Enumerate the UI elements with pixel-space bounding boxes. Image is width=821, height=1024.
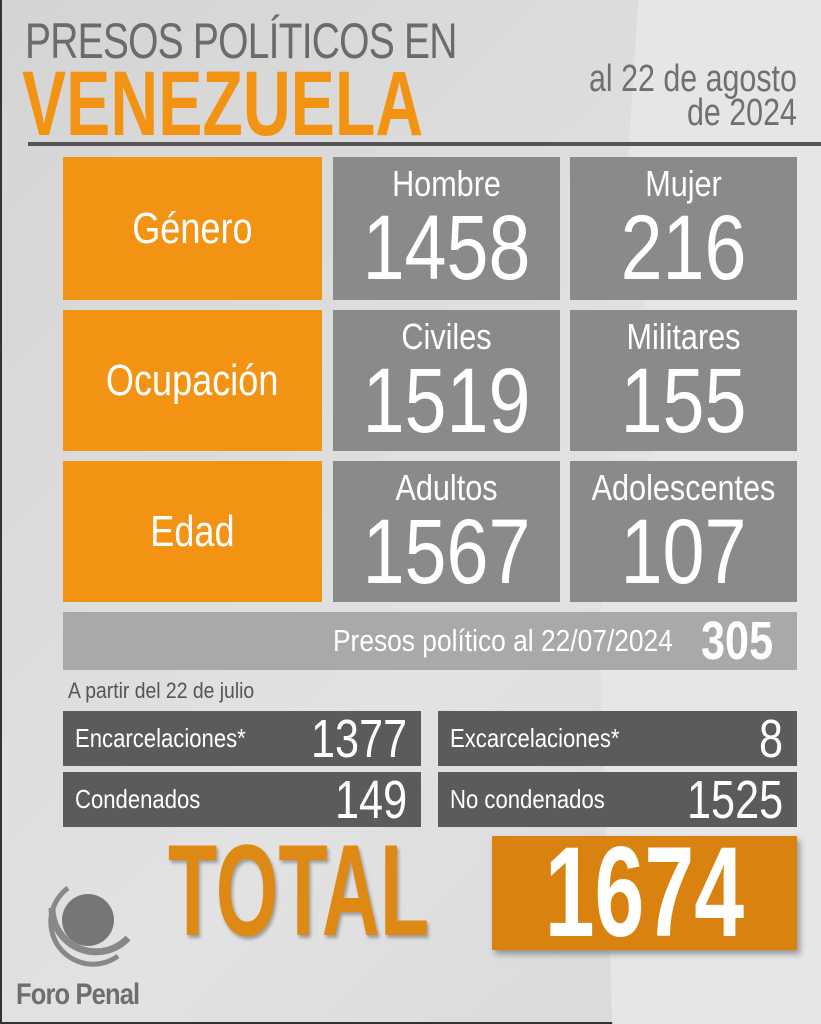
total-value: 1674 — [492, 829, 797, 957]
title-line2: VENEZUELA — [22, 53, 424, 155]
date: al 22 de agosto de 2024 — [589, 58, 797, 134]
total-label: TOTAL — [168, 817, 430, 963]
previous-count-bar: Presos político al 22/07/2024 305 — [63, 611, 797, 671]
stat-no-condenados: No condenados 1525 — [438, 770, 797, 830]
category-genero: Género — [63, 157, 322, 300]
title-line1: PRESOS POLÍTICOS EN — [25, 13, 457, 69]
brand-name: Foro Penal — [16, 978, 140, 1011]
stat-cell: Hombre 1458 — [333, 157, 560, 300]
stat-cell: Adolescentes 107 — [570, 461, 797, 602]
stat-cell: Adultos 1567 — [333, 461, 560, 602]
stat-encarcelaciones: Encarcelaciones* 1377 — [63, 709, 421, 769]
category-edad: Edad — [63, 461, 322, 602]
divider — [28, 142, 821, 146]
stat-cell: Mujer 216 — [570, 157, 797, 300]
since-label: A partir del 22 de julio — [68, 678, 255, 703]
foro-penal-logo-icon — [48, 885, 131, 967]
stat-excarcelaciones: Excarcelaciones* 8 — [438, 709, 797, 769]
stat-condenados: Condenados 149 — [63, 770, 421, 830]
stat-cell: Civiles 1519 — [333, 310, 560, 451]
category-ocupacion: Ocupación — [63, 310, 322, 451]
stat-cell: Militares 155 — [570, 310, 797, 451]
